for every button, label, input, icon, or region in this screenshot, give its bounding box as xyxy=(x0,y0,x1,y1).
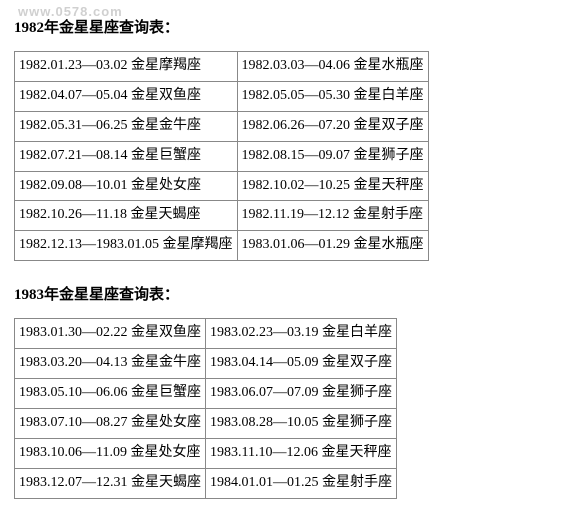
table-cell: 1983.05.10—06.06 金星巨蟹座 xyxy=(15,379,206,409)
table-row: 1983.12.07—12.31 金星天蝎座1984.01.01—01.25 金… xyxy=(15,468,397,498)
table-cell: 1983.02.23—03.19 金星白羊座 xyxy=(206,319,397,349)
section-title-1982: 1982年金星星座查询表： xyxy=(14,16,553,37)
venus-table-1983: 1983.01.30—02.22 金星双鱼座1983.02.23—03.19 金… xyxy=(14,318,397,498)
section-title-1983: 1983年金星星座查询表： xyxy=(14,283,553,304)
table-cell: 1983.08.28—10.05 金星狮子座 xyxy=(206,408,397,438)
table-cell: 1982.11.19—12.12 金星射手座 xyxy=(237,201,428,231)
table-cell: 1982.01.23—03.02 金星摩羯座 xyxy=(15,52,238,82)
table-row: 1982.10.26—11.18 金星天蝎座1982.11.19—12.12 金… xyxy=(15,201,429,231)
table-cell: 1983.12.07—12.31 金星天蝎座 xyxy=(15,468,206,498)
table-cell: 1983.11.10—12.06 金星天秤座 xyxy=(206,438,397,468)
table-row: 1982.04.07—05.04 金星双鱼座1982.05.05—05.30 金… xyxy=(15,81,429,111)
table-cell: 1983.03.20—04.13 金星金牛座 xyxy=(15,349,206,379)
table-row: 1982.09.08—10.01 金星处女座1982.10.02—10.25 金… xyxy=(15,171,429,201)
table-cell: 1982.05.31—06.25 金星金牛座 xyxy=(15,111,238,141)
table-cell: 1984.01.01—01.25 金星射手座 xyxy=(206,468,397,498)
table-row: 1982.01.23—03.02 金星摩羯座1982.03.03—04.06 金… xyxy=(15,52,429,82)
table-cell: 1983.01.30—02.22 金星双鱼座 xyxy=(15,319,206,349)
table-cell: 1982.12.13—1983.01.05 金星摩羯座 xyxy=(15,231,238,261)
table-row: 1983.03.20—04.13 金星金牛座1983.04.14—05.09 金… xyxy=(15,349,397,379)
table-body-1982: 1982.01.23—03.02 金星摩羯座1982.03.03—04.06 金… xyxy=(15,52,429,261)
table-cell: 1982.08.15—09.07 金星狮子座 xyxy=(237,141,428,171)
table-cell: 1982.05.05—05.30 金星白羊座 xyxy=(237,81,428,111)
table-cell: 1982.07.21—08.14 金星巨蟹座 xyxy=(15,141,238,171)
venus-table-1982: 1982.01.23—03.02 金星摩羯座1982.03.03—04.06 金… xyxy=(14,51,429,261)
table-cell: 1982.10.02—10.25 金星天秤座 xyxy=(237,171,428,201)
table-cell: 1982.04.07—05.04 金星双鱼座 xyxy=(15,81,238,111)
table-row: 1983.05.10—06.06 金星巨蟹座1983.06.07—07.09 金… xyxy=(15,379,397,409)
table-cell: 1982.10.26—11.18 金星天蝎座 xyxy=(15,201,238,231)
table-cell: 1982.03.03—04.06 金星水瓶座 xyxy=(237,52,428,82)
table-cell: 1982.09.08—10.01 金星处女座 xyxy=(15,171,238,201)
table-cell: 1983.06.07—07.09 金星狮子座 xyxy=(206,379,397,409)
table-cell: 1983.04.14—05.09 金星双子座 xyxy=(206,349,397,379)
table-cell: 1983.10.06—11.09 金星处女座 xyxy=(15,438,206,468)
table-cell: 1982.06.26—07.20 金星双子座 xyxy=(237,111,428,141)
table-row: 1983.10.06—11.09 金星处女座1983.11.10—12.06 金… xyxy=(15,438,397,468)
table-row: 1982.05.31—06.25 金星金牛座1982.06.26—07.20 金… xyxy=(15,111,429,141)
table-row: 1982.07.21—08.14 金星巨蟹座1982.08.15—09.07 金… xyxy=(15,141,429,171)
table-row: 1983.07.10—08.27 金星处女座1983.08.28—10.05 金… xyxy=(15,408,397,438)
table-row: 1983.01.30—02.22 金星双鱼座1983.02.23—03.19 金… xyxy=(15,319,397,349)
table-cell: 1983.07.10—08.27 金星处女座 xyxy=(15,408,206,438)
table-row: 1982.12.13—1983.01.05 金星摩羯座1983.01.06—01… xyxy=(15,231,429,261)
table-body-1983: 1983.01.30—02.22 金星双鱼座1983.02.23—03.19 金… xyxy=(15,319,397,498)
table-cell: 1983.01.06—01.29 金星水瓶座 xyxy=(237,231,428,261)
watermark-text: www.0578.com xyxy=(18,4,123,19)
